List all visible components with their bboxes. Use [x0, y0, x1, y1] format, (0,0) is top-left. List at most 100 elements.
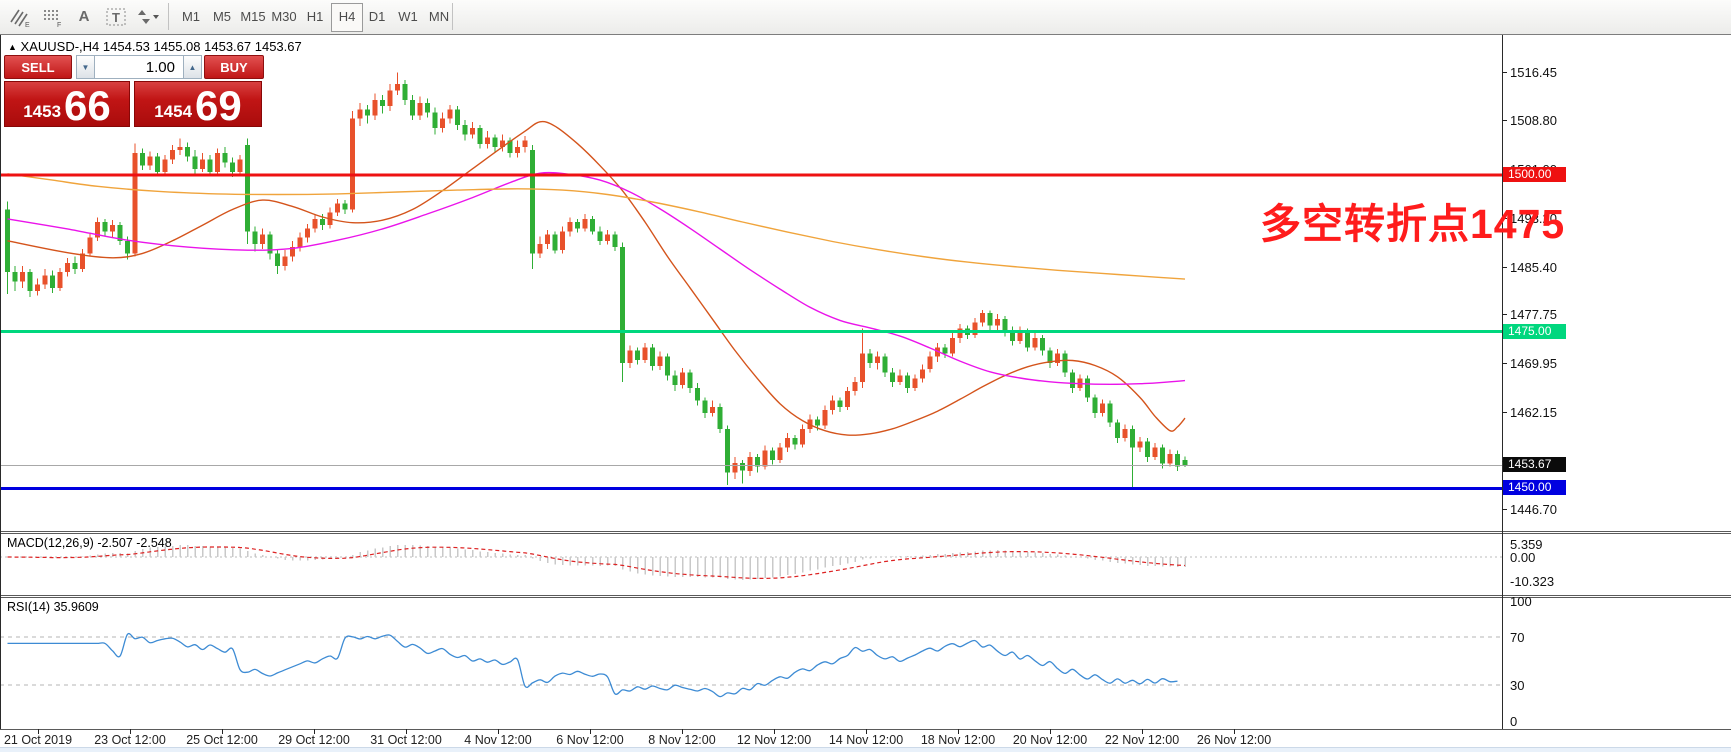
candle-body — [395, 84, 400, 91]
candle-body — [1017, 331, 1023, 342]
timeframe-button-h4[interactable]: H4 — [331, 3, 363, 32]
timeframe-button-h1[interactable]: H1 — [306, 9, 324, 24]
toolbar-separator — [452, 3, 453, 30]
candle-body — [5, 209, 10, 273]
grid-pattern-f-icon[interactable]: F — [38, 3, 66, 30]
candle-body — [462, 124, 468, 135]
candle-body — [185, 146, 190, 157]
candle-body — [470, 128, 475, 135]
candle-body — [762, 450, 768, 467]
candle-body — [830, 400, 835, 410]
axis-tick — [1502, 120, 1507, 121]
candle-body — [425, 103, 430, 113]
candle-body — [620, 247, 625, 363]
macd-tick-label: 0.00 — [1510, 550, 1536, 565]
time-tick — [1142, 729, 1143, 734]
candle-body — [770, 450, 775, 461]
timeframe-button-m15[interactable]: M15 — [240, 9, 266, 24]
candle-body — [950, 337, 955, 354]
candle-body — [792, 438, 798, 445]
rsi-tick-label: 100 — [1510, 594, 1532, 609]
candle-body — [897, 375, 903, 382]
candle-body — [132, 153, 138, 254]
sell-button[interactable]: SELL — [4, 55, 72, 79]
candle-body — [177, 146, 183, 150]
time-label: 20 Nov 12:00 — [1012, 733, 1088, 747]
price-badge-1475.00: 1475.00 — [1503, 324, 1566, 339]
current-price-badge: 1453.67 — [1503, 457, 1566, 472]
candle-body — [72, 262, 78, 270]
candle-body — [402, 84, 408, 100]
candle-body — [710, 406, 715, 414]
timeframe-button-m5[interactable]: M5 — [212, 9, 232, 24]
candle-body — [65, 262, 70, 273]
timeframe-button-mn[interactable]: MN — [428, 9, 450, 24]
candle-body — [80, 253, 85, 270]
timeframe-button-m30[interactable]: M30 — [271, 9, 297, 24]
candle-body — [875, 356, 880, 363]
main-price-chart[interactable] — [0, 35, 1502, 531]
toolbar-separator — [168, 3, 169, 30]
candle-body — [552, 234, 558, 251]
one-click-trading-panel: SELL ▼ ▲ BUY 1453 66 1454 69 — [4, 55, 264, 127]
sell-price-small: 1453 — [23, 102, 62, 121]
axis-tick — [1502, 363, 1507, 364]
candle-body — [140, 153, 145, 166]
candle-body — [882, 356, 888, 373]
arrow-style-icon[interactable] — [134, 3, 162, 30]
window-bottom-edge — [0, 747, 1731, 752]
time-tick — [498, 729, 499, 734]
chart-left-border — [0, 35, 1, 729]
volume-decrease-button[interactable]: ▼ — [76, 55, 95, 79]
candle-body — [440, 118, 445, 129]
candle-body — [597, 231, 603, 241]
toolbar: E F A T M1 M5 M15 M30 H1 H4 D1 W1 MN — [0, 0, 1731, 35]
rsi-tick-label: 70 — [1510, 630, 1525, 645]
timeframe-button-m1[interactable]: M1 — [181, 9, 201, 24]
candle-body — [590, 218, 595, 232]
candle-body — [1152, 447, 1158, 457]
buy-button[interactable]: BUY — [204, 55, 264, 79]
pane-border — [0, 597, 1731, 598]
candle-body — [1055, 353, 1060, 363]
candle-body — [447, 109, 453, 119]
axis-tick — [1502, 314, 1507, 315]
candle-body — [455, 109, 460, 125]
candle-body — [1085, 378, 1090, 398]
price-badge-1500.00: 1500.00 — [1503, 167, 1566, 182]
candle-body — [912, 378, 918, 389]
candle-body — [1122, 428, 1128, 439]
candle-body — [110, 225, 115, 232]
macd-tick-label: -10.323 — [1510, 574, 1555, 589]
candle-body — [575, 222, 580, 229]
candle-body — [665, 356, 670, 376]
sell-price-tile[interactable]: 1453 66 — [4, 81, 130, 127]
candle-body — [740, 463, 745, 471]
candle-body — [942, 347, 948, 354]
candle-body — [1092, 397, 1098, 414]
candle-body — [650, 347, 655, 367]
candle-body — [927, 356, 933, 370]
candle-body — [507, 140, 513, 154]
text-label-a-icon[interactable]: A — [78, 8, 90, 25]
volume-increase-button[interactable]: ▲ — [183, 55, 202, 79]
time-label: 8 Nov 12:00 — [648, 733, 716, 747]
time-label: 18 Nov 12:00 — [920, 733, 996, 747]
candle-body — [567, 222, 573, 232]
buy-price-tile[interactable]: 1454 69 — [134, 81, 262, 127]
timeframe-button-w1[interactable]: W1 — [398, 9, 418, 24]
macd-pane[interactable] — [0, 533, 1502, 595]
time-label: 25 Oct 12:00 — [186, 733, 258, 747]
time-label: 23 Oct 12:00 — [94, 733, 166, 747]
ma-slow — [7, 173, 1186, 280]
price-tick-label: 1462.15 — [1510, 405, 1557, 420]
rsi-pane[interactable] — [0, 597, 1502, 729]
collapse-arrow-icon[interactable]: ▲ — [8, 42, 17, 52]
volume-input[interactable] — [95, 55, 183, 79]
pane-border — [0, 595, 1731, 596]
hatch-pattern-e-icon[interactable]: E — [6, 3, 34, 30]
time-label: 4 Nov 12:00 — [464, 733, 532, 747]
text-box-t-icon[interactable]: T — [102, 3, 130, 30]
rsi-tick-label: 0 — [1510, 714, 1518, 729]
timeframe-button-d1[interactable]: D1 — [368, 9, 386, 24]
